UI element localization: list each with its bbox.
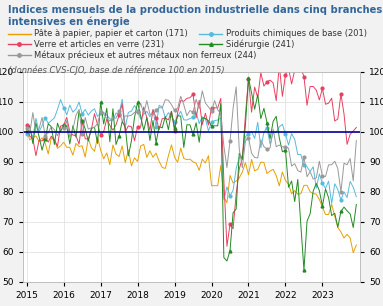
- Text: intensives en énergie: intensives en énergie: [8, 17, 129, 27]
- Text: Métaux précieux et autres métaux non ferreux (244): Métaux précieux et autres métaux non fer…: [34, 50, 257, 60]
- Text: (données CVS-CJO, base de référence 100 en 2015): (données CVS-CJO, base de référence 100 …: [8, 66, 224, 75]
- Text: Produits chimiques de base (201): Produits chimiques de base (201): [226, 29, 367, 38]
- Text: Sidérurgie (241): Sidérurgie (241): [226, 39, 295, 49]
- Text: Pâte à papier, papier et carton (171): Pâte à papier, papier et carton (171): [34, 29, 188, 38]
- Text: Indices mensuels de la production industrielle dans cinq branches industrielles: Indices mensuels de la production indust…: [8, 5, 383, 15]
- Text: Verre et articles en verre (231): Verre et articles en verre (231): [34, 40, 165, 49]
